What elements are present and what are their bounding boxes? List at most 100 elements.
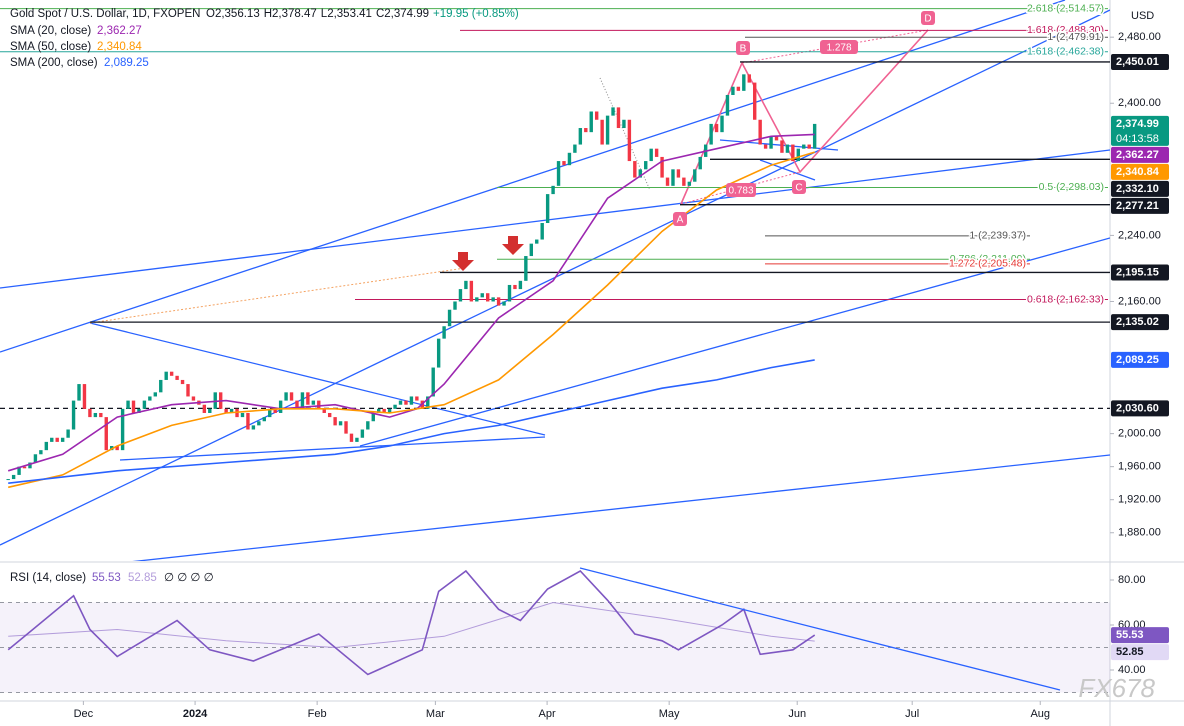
candle xyxy=(540,223,544,240)
price-label-box xyxy=(1111,351,1169,368)
y-tick-label: 1,880.00 xyxy=(1118,527,1161,539)
candle xyxy=(447,309,452,327)
pattern-point: B xyxy=(740,44,747,55)
candle xyxy=(769,136,773,149)
candle xyxy=(382,408,386,413)
candle xyxy=(169,371,174,376)
x-tick-label: Dec xyxy=(74,708,94,720)
candle xyxy=(654,148,659,157)
candle xyxy=(28,462,32,469)
candle xyxy=(693,169,697,182)
rsi-trendline xyxy=(579,567,1061,691)
candle xyxy=(415,396,419,401)
candle xyxy=(774,136,779,141)
trendline xyxy=(0,149,1110,289)
candle xyxy=(458,289,463,302)
candle xyxy=(164,371,168,380)
price-label: 2,030.60 xyxy=(1116,402,1159,414)
candle xyxy=(496,297,501,306)
candle xyxy=(17,466,21,475)
candle xyxy=(186,384,190,397)
candle xyxy=(22,466,27,469)
y-tick-label: 2,000.00 xyxy=(1118,428,1161,440)
fib-label: 1.618 (2,462.38) xyxy=(1027,46,1104,58)
price-label: 2,332.10 xyxy=(1116,183,1159,195)
price-label: 2,450.01 xyxy=(1116,56,1159,68)
candle xyxy=(426,396,430,409)
candle xyxy=(371,412,375,422)
pattern-ratio: 1.278 xyxy=(826,43,851,54)
pattern-dotted xyxy=(741,29,929,64)
legend-label: SMA (50, close) xyxy=(10,41,91,53)
series-line xyxy=(8,151,815,489)
ratio-box xyxy=(726,183,756,197)
legend-label: SMA (200, close) xyxy=(10,57,98,69)
ohlc-value: C2,374.99 xyxy=(376,8,429,20)
legend-value: 55.53 xyxy=(92,572,121,584)
ohlc-value: L2,353.41 xyxy=(321,8,372,20)
candle xyxy=(224,408,228,413)
candle xyxy=(295,400,299,409)
candle xyxy=(584,128,588,133)
fib-label: 1.272 (2,205.48) xyxy=(949,258,1026,270)
candle xyxy=(633,161,637,178)
candle xyxy=(262,417,266,422)
candle xyxy=(246,412,250,430)
candle xyxy=(742,74,746,91)
rsi-pane xyxy=(0,569,1110,694)
watermark: FX678 xyxy=(1078,673,1155,703)
candle xyxy=(327,412,332,418)
x-tick-label: Jul xyxy=(905,708,919,720)
candle xyxy=(55,437,59,442)
candle xyxy=(333,417,337,426)
price-label: 2,362.27 xyxy=(1116,149,1159,161)
trendline xyxy=(0,0,1066,353)
candle xyxy=(159,379,163,393)
candle xyxy=(725,94,730,116)
fib-label: 0.786 (2,211.09) xyxy=(950,253,1026,265)
price-label-box xyxy=(1111,163,1169,180)
candle xyxy=(785,144,790,153)
x-tick-label: Feb xyxy=(308,708,327,720)
fib-label: 1.618 (2,488.30) xyxy=(1027,24,1104,36)
main-pane: 2.618 (2,514.57) 1.618 (2,488.30)1 (2,479… xyxy=(0,0,1110,561)
y-tick-label: 2,160.00 xyxy=(1118,295,1161,307)
candle xyxy=(665,177,670,186)
candle xyxy=(377,408,381,413)
candle xyxy=(88,408,92,418)
candle xyxy=(77,384,81,401)
arrows xyxy=(452,236,524,271)
candle xyxy=(6,479,10,481)
candle xyxy=(278,400,283,413)
candle xyxy=(491,297,495,302)
candle xyxy=(644,161,648,170)
y-tick-label: 2,240.00 xyxy=(1118,229,1161,241)
candle xyxy=(240,412,245,418)
y-tick-label: 2,400.00 xyxy=(1118,97,1161,109)
ohlc-value: H2,378.47 xyxy=(264,8,317,20)
candle xyxy=(562,161,566,166)
candle xyxy=(344,421,348,434)
candle xyxy=(464,280,468,290)
candle xyxy=(50,437,54,442)
candle xyxy=(736,86,741,91)
candle xyxy=(753,82,757,120)
fib-label: 0.618 (2,162.33) xyxy=(1027,293,1104,305)
trendline xyxy=(119,436,546,461)
price-label: 55.53 xyxy=(1116,629,1144,641)
candle xyxy=(202,404,207,413)
trendline xyxy=(719,139,839,151)
candle xyxy=(763,144,768,149)
price-label-box xyxy=(1111,400,1169,417)
candle xyxy=(115,446,119,451)
candle xyxy=(600,119,604,145)
candle xyxy=(682,177,686,186)
legend-value: 2,340.84 xyxy=(97,41,142,53)
candle xyxy=(524,256,528,281)
candle xyxy=(796,148,801,162)
candle xyxy=(180,379,185,385)
candle xyxy=(567,152,572,166)
series-line xyxy=(8,601,815,649)
candle xyxy=(148,396,152,401)
